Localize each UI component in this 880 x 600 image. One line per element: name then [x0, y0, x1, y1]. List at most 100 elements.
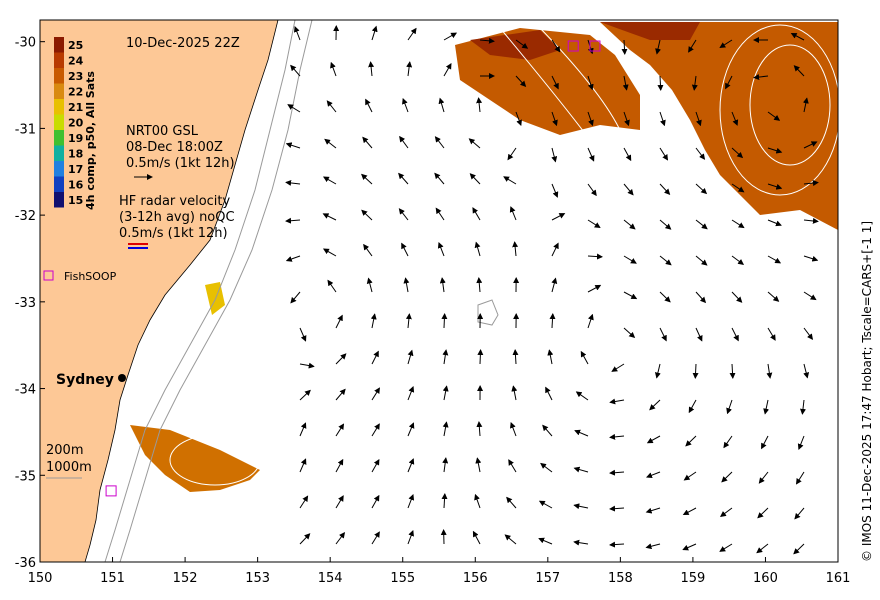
city-label-sydney: Sydney: [56, 372, 114, 388]
colorbar-tick-label: 25: [68, 39, 83, 52]
current-vector: [476, 277, 483, 293]
current-vector: [365, 98, 373, 113]
current-vector: [793, 543, 805, 555]
gsl-legend-line3: 0.5m/s (1kt 12h): [126, 156, 235, 171]
colorbar-swatch: [54, 37, 64, 53]
x-tick-label: 152: [173, 571, 198, 586]
current-vector: [335, 388, 346, 401]
current-vector: [401, 242, 409, 257]
current-vector: [623, 147, 632, 162]
current-vector: [476, 97, 483, 113]
current-vector: [753, 74, 769, 81]
current-vector: [659, 111, 666, 127]
x-tick-label: 161: [826, 571, 851, 586]
sydney-marker: [118, 374, 126, 382]
current-vector: [403, 277, 410, 293]
current-vector: [726, 399, 733, 415]
current-vector: [657, 75, 664, 91]
current-vector: [371, 423, 380, 437]
x-tick-label: 153: [245, 571, 270, 586]
current-vector: [290, 291, 301, 304]
current-vector: [575, 391, 589, 401]
current-vector: [645, 507, 661, 514]
current-vector: [407, 386, 415, 401]
current-vector: [479, 37, 495, 44]
current-vector: [506, 496, 517, 509]
colorbar-swatch: [54, 192, 64, 208]
colorbar-tick-label: 20: [68, 116, 84, 129]
current-vector: [695, 219, 708, 230]
current-vector: [287, 104, 301, 113]
current-vector: [335, 423, 345, 437]
current-vector: [623, 291, 638, 300]
current-vector: [729, 363, 736, 379]
current-vector: [474, 493, 481, 509]
isobath-label-1000m: 1000m: [46, 460, 92, 475]
current-vector: [551, 277, 558, 293]
fishsoop-site-marker: [105, 485, 117, 497]
current-vector: [688, 399, 697, 414]
current-vector: [756, 543, 769, 554]
current-vector: [510, 421, 517, 437]
current-vector: [695, 147, 706, 160]
fishsoop-legend-label: FishSOOP: [64, 270, 117, 283]
current-vector: [442, 421, 449, 437]
current-vector: [407, 349, 414, 365]
current-vector: [803, 217, 819, 224]
current-vector: [793, 65, 805, 77]
current-vector: [503, 176, 517, 185]
current-vector: [475, 457, 482, 473]
current-vector: [509, 206, 517, 221]
current-vector: [322, 248, 337, 257]
current-vector: [551, 147, 558, 163]
current-vector: [766, 363, 773, 379]
colorbar-tick-label: 19: [68, 132, 83, 145]
current-vector: [587, 219, 601, 228]
current-vector: [361, 209, 373, 221]
current-vector: [731, 111, 739, 126]
current-vector: [407, 422, 415, 437]
current-vector: [370, 313, 377, 329]
sst-patch-coastal-yellow: [205, 282, 225, 315]
colorbar-swatch: [54, 145, 64, 161]
current-vector: [439, 277, 446, 293]
current-vector: [731, 183, 745, 193]
y-tick-label: -35: [15, 469, 36, 484]
current-vector: [443, 32, 458, 41]
current-vector: [366, 277, 373, 293]
current-vector: [407, 529, 414, 545]
current-vector: [587, 313, 594, 329]
current-vector: [731, 147, 744, 159]
current-vector: [767, 111, 781, 121]
current-vector: [407, 494, 415, 509]
current-vector: [654, 363, 661, 379]
current-vector: [655, 39, 661, 55]
current-vector: [573, 539, 589, 546]
hf-legend-line1: HF radar velocity: [119, 194, 231, 209]
current-vector: [515, 39, 529, 49]
current-vector: [587, 111, 594, 127]
colorbar-tick-label: 17: [68, 163, 83, 176]
current-vector: [285, 179, 301, 186]
current-vector: [515, 75, 527, 88]
current-vector: [437, 242, 445, 257]
colorbar-swatch: [54, 130, 64, 146]
current-vector: [803, 291, 817, 301]
fishsoop-site-marker: [589, 40, 601, 52]
colorbar-tick-label: 23: [68, 70, 83, 83]
colorbar-swatch: [54, 161, 64, 177]
gsl-legend-line1: NRT00 GSL: [126, 124, 199, 139]
map-title: 10-Dec-2025 22Z: [126, 36, 240, 51]
current-vector: [587, 75, 594, 91]
current-vector: [623, 327, 636, 339]
colorbar-swatch: [54, 52, 64, 68]
plot-frame: [39, 19, 839, 563]
current-vector: [443, 63, 452, 77]
colorbar-swatch: [54, 114, 64, 130]
x-tick-label: 156: [463, 571, 488, 586]
colorbar-swatch: [54, 68, 64, 84]
current-vector: [802, 97, 809, 113]
current-vector: [649, 399, 661, 411]
current-vector: [469, 173, 481, 185]
colorbar-label: 4h comp, p50, All Sats: [84, 71, 97, 210]
